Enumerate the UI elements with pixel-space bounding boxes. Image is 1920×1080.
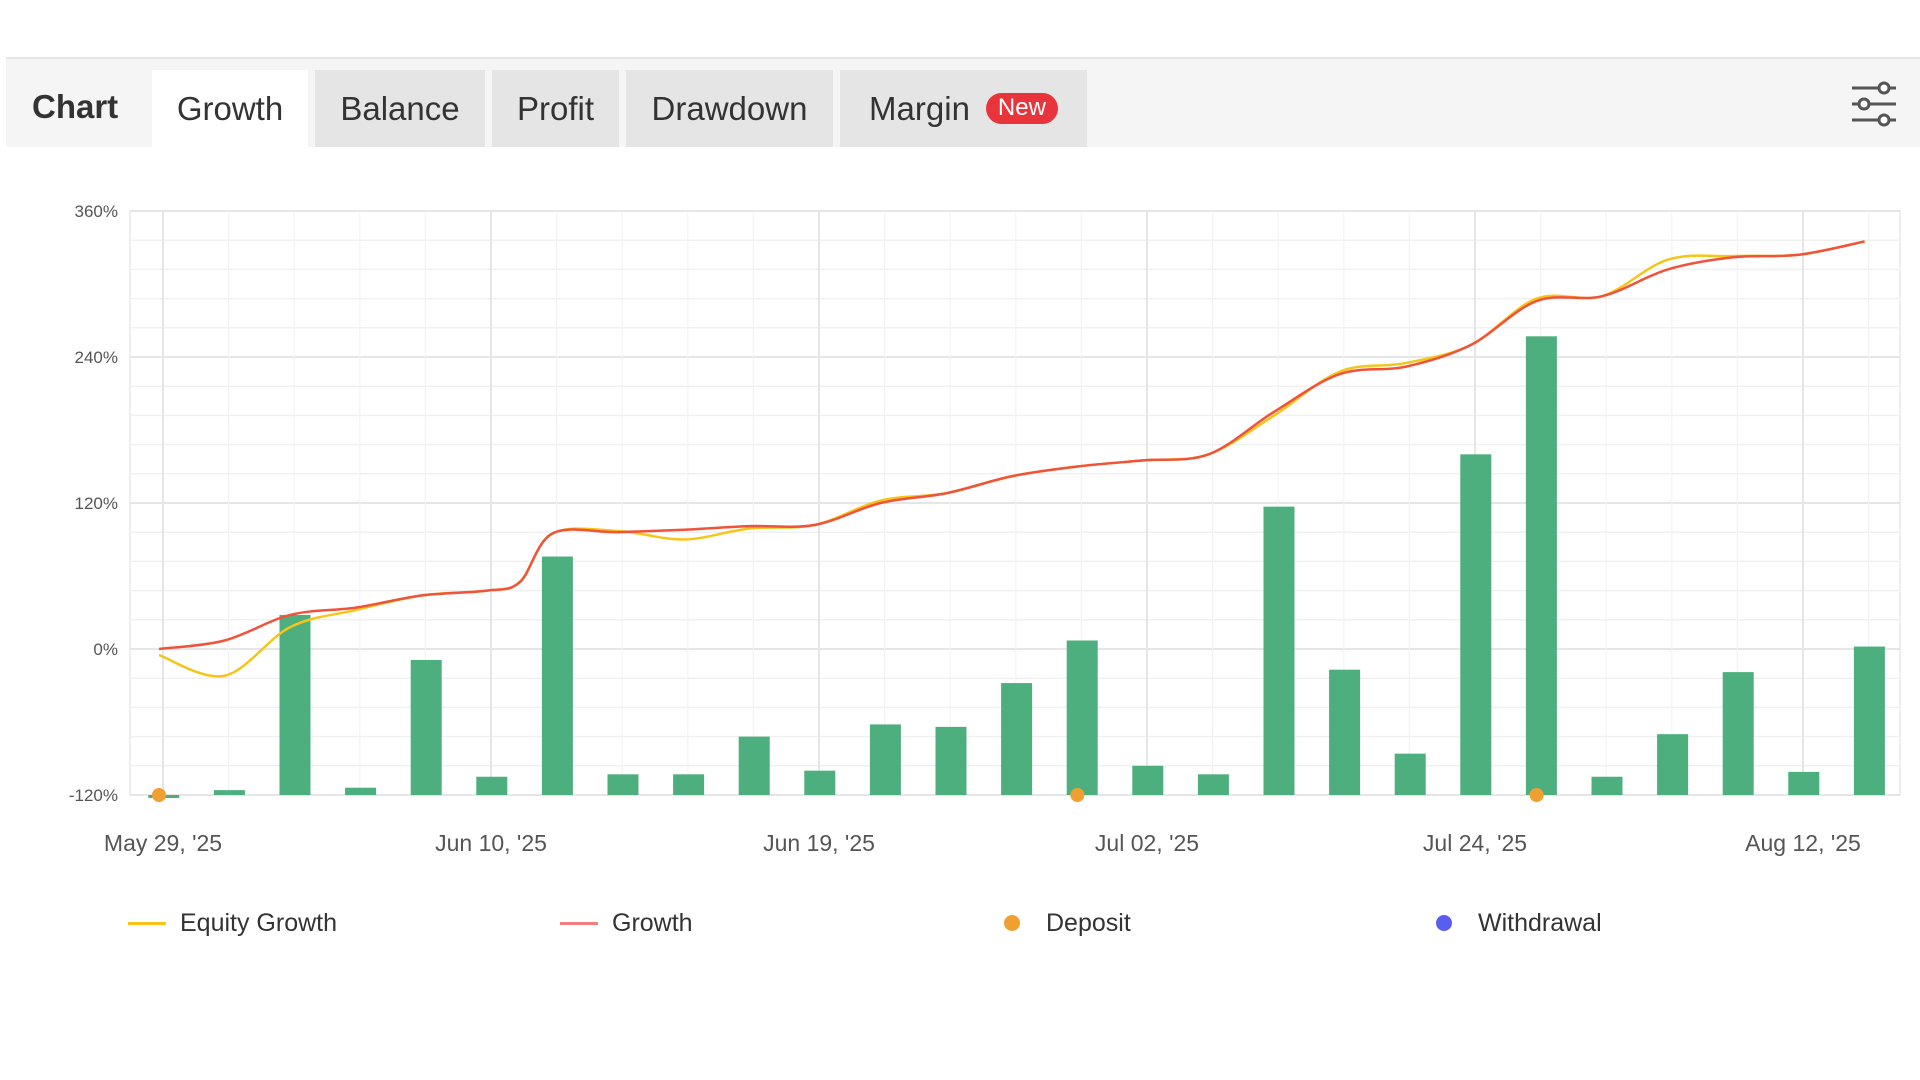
legend-deposit[interactable]: Deposit bbox=[992, 906, 1131, 940]
growth-line bbox=[158, 240, 1865, 651]
growth-bar bbox=[541, 556, 573, 795]
tab-margin[interactable]: Margin New bbox=[840, 70, 1087, 147]
growth-bar bbox=[1132, 765, 1164, 795]
tab-profit[interactable]: Profit bbox=[492, 70, 619, 147]
x-tick-label: May 29, '25 bbox=[104, 830, 222, 856]
y-tick-label: 240% bbox=[75, 348, 118, 367]
growth-bar bbox=[804, 770, 836, 795]
y-tick-label: 0% bbox=[93, 640, 118, 659]
growth-bar bbox=[213, 790, 245, 795]
legend-equity-growth[interactable]: Equity Growth bbox=[128, 906, 337, 940]
new-badge: New bbox=[985, 93, 1058, 124]
growth-bar bbox=[935, 726, 967, 795]
growth-bar bbox=[476, 776, 508, 795]
tab-balance[interactable]: Balance bbox=[315, 70, 485, 147]
growth-bar bbox=[345, 787, 377, 795]
tab-growth-label: Growth bbox=[176, 89, 284, 127]
legend-equity-label: Equity Growth bbox=[180, 908, 338, 937]
tab-balance-label: Balance bbox=[340, 89, 460, 127]
deposit-marker bbox=[1070, 788, 1085, 802]
tab-margin-label: Margin bbox=[869, 89, 970, 127]
x-tick-label: Jun 10, '25 bbox=[435, 830, 547, 856]
legend-withdrawal[interactable]: Withdrawal bbox=[1424, 906, 1602, 940]
x-tick-label: Jun 19, '25 bbox=[763, 830, 875, 856]
legend-growth-line bbox=[560, 921, 598, 925]
growth-bar bbox=[1657, 734, 1689, 795]
growth-bar bbox=[1197, 774, 1229, 795]
growth-bar bbox=[1853, 646, 1885, 795]
legend-withdrawal-label: Withdrawal bbox=[1478, 908, 1602, 937]
growth-bar bbox=[1329, 669, 1361, 795]
growth-chart: 360% 240% 120% 0% -120% May 29, '25 Jun 10, '2… bbox=[69, 202, 1901, 856]
y-tick-label: -120% bbox=[69, 786, 118, 805]
growth-bar bbox=[1394, 753, 1426, 795]
chart-header-label: Chart bbox=[32, 88, 119, 125]
growth-bar bbox=[279, 614, 311, 795]
growth-bar bbox=[1722, 672, 1754, 795]
deposit-marker bbox=[152, 788, 166, 802]
growth-bar bbox=[607, 774, 639, 795]
y-tick-label: 360% bbox=[75, 202, 118, 221]
growth-bar bbox=[1525, 336, 1557, 795]
x-tick-label: Aug 12, '25 bbox=[1745, 830, 1861, 856]
x-tick-label: Jul 24, '25 bbox=[1423, 830, 1527, 856]
growth-bar bbox=[1460, 454, 1492, 795]
growth-bar bbox=[1788, 771, 1820, 795]
growth-bar bbox=[1263, 506, 1295, 795]
x-tick-label: Jul 02, '25 bbox=[1095, 830, 1199, 856]
legend-growth-label: Growth bbox=[612, 908, 693, 937]
legend-growth[interactable]: Growth bbox=[560, 906, 693, 940]
legend-deposit-label: Deposit bbox=[1046, 908, 1131, 937]
y-tick-label: 120% bbox=[75, 494, 118, 513]
growth-bar bbox=[1591, 776, 1623, 795]
tab-growth[interactable]: Growth bbox=[152, 70, 308, 147]
deposit-marker bbox=[1529, 788, 1544, 802]
growth-bar bbox=[1066, 640, 1098, 795]
growth-bar bbox=[410, 659, 442, 795]
tab-drawdown[interactable]: Drawdown bbox=[626, 70, 833, 147]
tab-drawdown-label: Drawdown bbox=[651, 89, 808, 127]
sliders-icon[interactable] bbox=[1848, 78, 1900, 130]
growth-bar bbox=[738, 736, 770, 795]
legend-deposit-dot bbox=[1004, 915, 1020, 931]
top-divider bbox=[6, 57, 1920, 59]
legend-withdrawal-dot bbox=[1436, 915, 1452, 931]
growth-bar bbox=[673, 774, 705, 795]
growth-bar bbox=[869, 724, 901, 795]
tab-profit-label: Profit bbox=[516, 89, 595, 127]
legend-equity-line bbox=[128, 921, 166, 925]
growth-bar bbox=[1001, 683, 1033, 795]
